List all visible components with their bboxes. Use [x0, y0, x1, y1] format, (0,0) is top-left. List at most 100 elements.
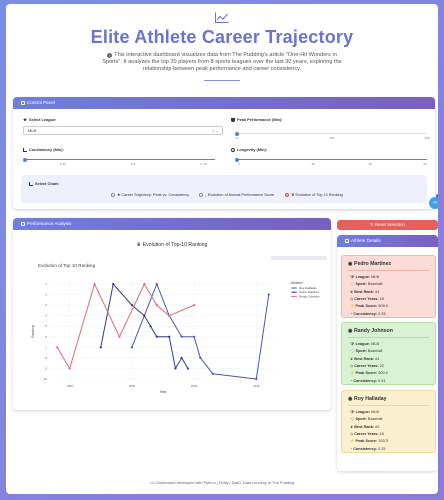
data-point — [56, 346, 59, 349]
longevity-slider-handle[interactable] — [235, 157, 239, 162]
data-point — [118, 335, 121, 338]
clock-icon — [231, 147, 235, 152]
dashboard-page: Elite Athlete Career Trajectory i This in… — [6, 4, 438, 494]
scroll-fab-button[interactable]: ‹› — [429, 197, 438, 209]
field-icon: ⚾ — [350, 417, 355, 422]
chart-heading: ♛ Evolution of Top-10 Ranking — [136, 242, 208, 248]
athlete-league: 🛡 League: MLB — [350, 410, 380, 414]
ranking-chart[interactable]: Evolution of Top 10 Ranking 1 2 3 4 5 6 7 8 9 10 19… — [13, 218, 331, 410]
data-point — [130, 346, 133, 349]
data-point — [155, 282, 158, 286]
field-icon: 🛡 — [350, 410, 355, 414]
user-icon: ◉ — [348, 396, 353, 402]
chart-selector: Select Chart: ★ Career Trajectory: Peak … — [21, 175, 427, 203]
longevity-slider[interactable] — [235, 157, 427, 162]
page-header: Elite Athlete Career Trajectory i This in… — [6, 4, 438, 81]
athlete-sport: ⚾ Sport: Baseball — [350, 349, 383, 354]
star-icon — [23, 117, 27, 122]
performance-panel: Performance Analysis ♛ Evolution of Top-… — [13, 218, 331, 410]
athlete-name: ◉ Roy Halladay — [348, 396, 387, 402]
y-tick-label: 7 — [45, 345, 47, 349]
athlete-consistency: ◔ Consistency: 0.41 — [350, 378, 386, 383]
field-icon: ◷ — [350, 296, 354, 301]
field-icon: ◷ — [350, 363, 354, 368]
data-point — [143, 282, 146, 286]
athlete-details-title: Athlete Details — [337, 235, 438, 247]
radio-top10-ranking[interactable]: ♛ Evolution of Top 10 Ranking — [285, 192, 343, 197]
data-point — [143, 314, 146, 317]
field-icon: ⚡ — [350, 439, 355, 444]
sliders-icon — [21, 100, 25, 105]
radio-annual-performance[interactable]: ⌞ Evolution of Annual Performance Score — [199, 192, 274, 197]
field-icon: ♛ — [350, 356, 354, 361]
x-tick-label: 2005 — [191, 384, 198, 388]
x-tick-label: 2015 — [253, 384, 260, 388]
athlete-card[interactable]: ◉ Randy Johnson 🛡 League: MLB ⚾ Sport: Bas… — [341, 322, 436, 385]
y-tick-label: 3 — [45, 303, 47, 307]
legend-entry: Pedro Martinez — [299, 290, 320, 294]
data-point — [180, 335, 183, 338]
athlete-league: 🛡 League: MLB — [350, 275, 380, 279]
data-point — [168, 335, 171, 338]
chart-bar-icon — [29, 181, 33, 186]
data-point — [68, 367, 71, 370]
field-icon: ◷ — [350, 431, 354, 436]
y-tick-label: 2 — [45, 293, 47, 297]
trophy-icon: ♛ — [136, 242, 142, 248]
data-point — [155, 335, 158, 338]
star-icon: ★ — [117, 193, 121, 197]
athlete-consistency: ◔ Consistency: 0.25 — [350, 446, 386, 451]
consistency-slider-handle[interactable] — [23, 157, 27, 162]
chart-modebar[interactable] — [271, 256, 327, 260]
data-point — [99, 346, 102, 349]
peak-slider[interactable] — [235, 131, 427, 136]
league-select[interactable]: MLB × ⌄ — [23, 126, 223, 135]
trophy-icon — [231, 117, 235, 122]
athlete-league: 🛡 League: MLB — [350, 342, 380, 346]
field-icon: ◔ — [350, 378, 353, 383]
athlete-card[interactable]: ◉ Roy Halladay 🛡 League: MLB ⚾ Sport: Base… — [341, 390, 436, 453]
data-point — [174, 367, 177, 370]
legend-entry: Randy Johnson — [299, 294, 320, 298]
page-title: Elite Athlete Career Trajectory — [90, 27, 354, 47]
radio-career-trajectory[interactable]: ★ Career Trajectory: Peak vs. Consistenc… — [111, 192, 189, 197]
athlete-best-rank: ♛ Best Rank: #1 — [350, 289, 380, 294]
athlete-name: ◉ Pedro Martinez — [348, 261, 392, 267]
legend-title: Athletes — [291, 281, 303, 285]
data-point — [112, 282, 115, 286]
field-icon: ◔ — [350, 311, 353, 316]
athlete-sport: ⚾ Sport: Baseball — [350, 417, 383, 422]
users-icon — [345, 238, 349, 243]
refresh-icon: ↻ — [370, 222, 374, 227]
athlete-best-rank: ♛ Best Rank: #2 — [350, 424, 380, 429]
user-icon: ◉ — [348, 328, 353, 334]
chart-icon — [21, 221, 25, 226]
x-tick-label: 1995 — [129, 384, 136, 388]
chart-title: Evolution of Top 10 Ranking — [38, 263, 96, 268]
chart-selector-label: Select Chart: — [29, 181, 59, 186]
x-tick-label: 1985 — [66, 384, 73, 388]
field-icon: ⚾ — [350, 282, 355, 287]
y-tick-label: 6 — [45, 335, 47, 339]
athlete-peak-score: ⚡ Peak Score: 333.3 — [350, 439, 388, 444]
reset-selection-button[interactable]: ↻ Reset Selection — [337, 220, 438, 230]
data-point — [155, 304, 158, 307]
longevity-label: Longevity (Min): — [231, 147, 267, 152]
data-point — [186, 367, 189, 370]
athlete-peak-score: ⚡ Peak Score: 509.0 — [350, 304, 388, 309]
clear-chevron-icon[interactable]: × ⌄ — [212, 128, 219, 133]
data-point — [267, 293, 270, 296]
peak-slider-handle[interactable] — [235, 131, 239, 136]
athlete-card[interactable]: ◉ Pedro Martinez 🛡 League: MLB ⚾ Sport: Ba… — [341, 255, 436, 318]
athlete-career-years: ◷ Career Years: 18 — [350, 296, 384, 301]
y-tick-label: 4 — [45, 314, 47, 318]
data-point — [193, 304, 196, 307]
field-icon: ♛ — [350, 289, 354, 294]
field-icon: ⚡ — [350, 304, 355, 309]
page-description: i This interactive dashboard visualizes d… — [102, 52, 342, 73]
consistency-slider[interactable] — [23, 157, 215, 162]
league-label: Select League: — [23, 117, 56, 122]
data-point — [93, 282, 96, 286]
trophy-icon: ♛ — [291, 193, 295, 197]
chart-icon — [23, 147, 27, 152]
